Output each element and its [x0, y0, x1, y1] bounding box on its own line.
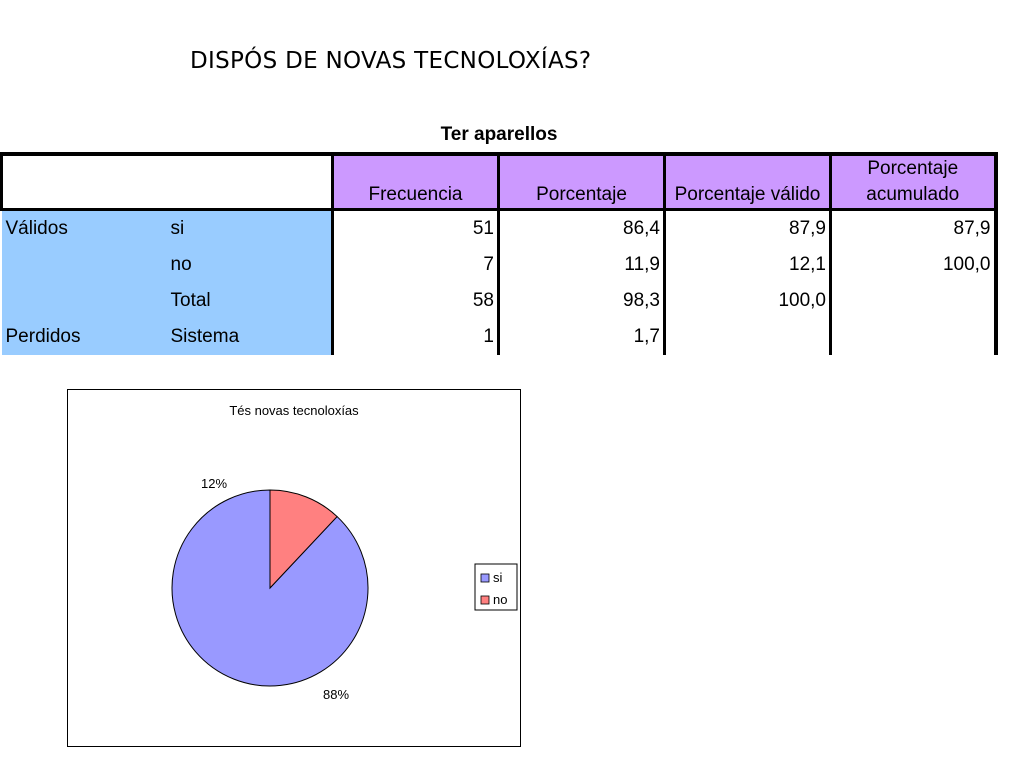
cell-porcentaje-acumulado: 87,9 [829, 209, 998, 247]
row-group-label [1, 247, 167, 283]
header-porcentaje: Porcentaje [497, 152, 665, 211]
data-label-no: 12% [201, 476, 227, 491]
row-group-label: Válidos [1, 209, 167, 247]
cell-porcentaje-acumulado: 100,0 [829, 247, 998, 283]
header-porcentaje-acumulado: Porcentaje acumulado [829, 152, 998, 211]
legend-label-no: no [493, 592, 507, 607]
data-label-si: 88% [323, 687, 349, 702]
row-label: Sistema [166, 319, 334, 355]
chart-legend: si no [474, 563, 518, 611]
frequency-table: Frecuencia Porcentaje Porcentaje válido … [0, 152, 998, 355]
header-porcentaje-valido: Porcentaje válido [663, 152, 831, 211]
pie-slice-no [269, 489, 338, 590]
header-acumulado-line2: acumulado [866, 184, 960, 205]
table-row: Perdidos Sistema 1 1,7 [1, 319, 998, 355]
table-corner-cell [0, 152, 334, 211]
row-group-label [1, 283, 167, 319]
legend-swatch-no [480, 595, 490, 605]
cell-porcentaje-valido: 12,1 [663, 247, 831, 283]
table-row: Válidos si 51 86,4 87,9 87,9 [1, 209, 998, 247]
cell-porcentaje: 86,4 [497, 209, 665, 247]
pie-slice-si [171, 489, 369, 687]
pie-slices: 88% 12% [171, 476, 369, 702]
cell-porcentaje-valido: 100,0 [663, 283, 831, 319]
pie-chart: Tés novas tecnoloxías 88% 12% si no [171, 403, 518, 702]
chart-title: Tés novas tecnoloxías [229, 403, 359, 418]
pie-chart-area: Tés novas tecnoloxías 88% 12% si no [67, 389, 521, 747]
legend-label-si: si [493, 570, 503, 585]
cell-porcentaje-acumulado [829, 319, 998, 355]
cell-porcentaje-valido: 87,9 [663, 209, 831, 247]
cell-frecuencia: 51 [331, 209, 499, 247]
row-group-label: Perdidos [1, 319, 167, 355]
cell-porcentaje: 1,7 [497, 319, 665, 355]
cell-porcentaje-acumulado [829, 283, 998, 319]
row-label: Total [166, 283, 334, 319]
row-label: no [166, 247, 334, 283]
header-frecuencia: Frecuencia [331, 152, 499, 211]
cell-porcentaje: 11,9 [497, 247, 665, 283]
table-row: Total 58 98,3 100,0 [1, 283, 998, 319]
cell-porcentaje-valido [663, 319, 831, 355]
header-acumulado-line1: Porcentaje [867, 158, 959, 179]
legend-swatch-si [480, 573, 490, 583]
slide-title: DISPÓS DE NOVAS TECNOLOXÍAS? [190, 48, 592, 74]
table-row: no 7 11,9 12,1 100,0 [1, 247, 998, 283]
row-label: si [166, 209, 334, 247]
cell-frecuencia: 7 [331, 247, 499, 283]
cell-frecuencia: 1 [331, 319, 499, 355]
table-header-row: Frecuencia Porcentaje Porcentaje válido … [0, 152, 998, 211]
table-caption: Ter aparellos [440, 124, 558, 145]
cell-porcentaje: 98,3 [497, 283, 665, 319]
cell-frecuencia: 58 [331, 283, 499, 319]
